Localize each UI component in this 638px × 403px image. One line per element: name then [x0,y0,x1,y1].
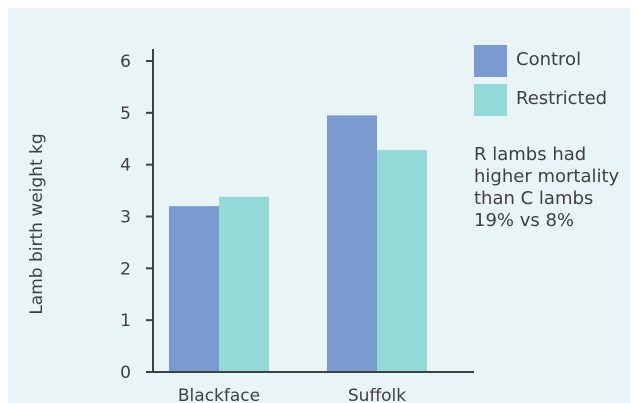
bar-chart: Blackface Suffolk 0 1 2 3 4 5 6 Lamb birth weigh… [27,49,474,403]
y-tick-label: 0 [120,363,131,383]
chart-panel: Blackface Suffolk 0 1 2 3 4 5 6 Lamb birth weigh… [8,8,630,403]
y-tick-label: 2 [120,259,131,279]
bar-blackface-control [169,206,219,372]
annotation-line: higher mortality [474,166,620,187]
y-tick-label: 3 [120,208,131,228]
legend-swatch-restricted [474,84,507,116]
mortality-annotation: R lambs had higher mortality than C lamb… [474,144,630,232]
y-axis-label: Lamb birth weight kg [27,133,47,314]
y-tick-label: 6 [120,52,131,72]
annotation-line: than C lambs [474,188,594,209]
legend-label-restricted: Restricted [516,88,608,109]
bars-layer [169,115,427,373]
bar-suffolk-control [327,115,377,373]
annotation-line: R lambs had [474,144,587,165]
legend-label-control: Control [516,49,582,70]
y-tick-label: 5 [120,104,131,124]
annotation-line: 19% vs 8% [474,210,575,231]
bar-suffolk-restricted [377,150,427,372]
y-tick-label: 4 [120,156,131,176]
x-tick-label: Suffolk [348,386,406,403]
x-tick-label: Blackface [178,386,260,403]
bar-blackface-restricted [219,196,269,372]
y-tick-label: 1 [120,311,131,331]
legend-swatch-control [474,45,507,77]
axes-layer: Blackface Suffolk 0 1 2 3 4 5 6 [120,49,474,403]
